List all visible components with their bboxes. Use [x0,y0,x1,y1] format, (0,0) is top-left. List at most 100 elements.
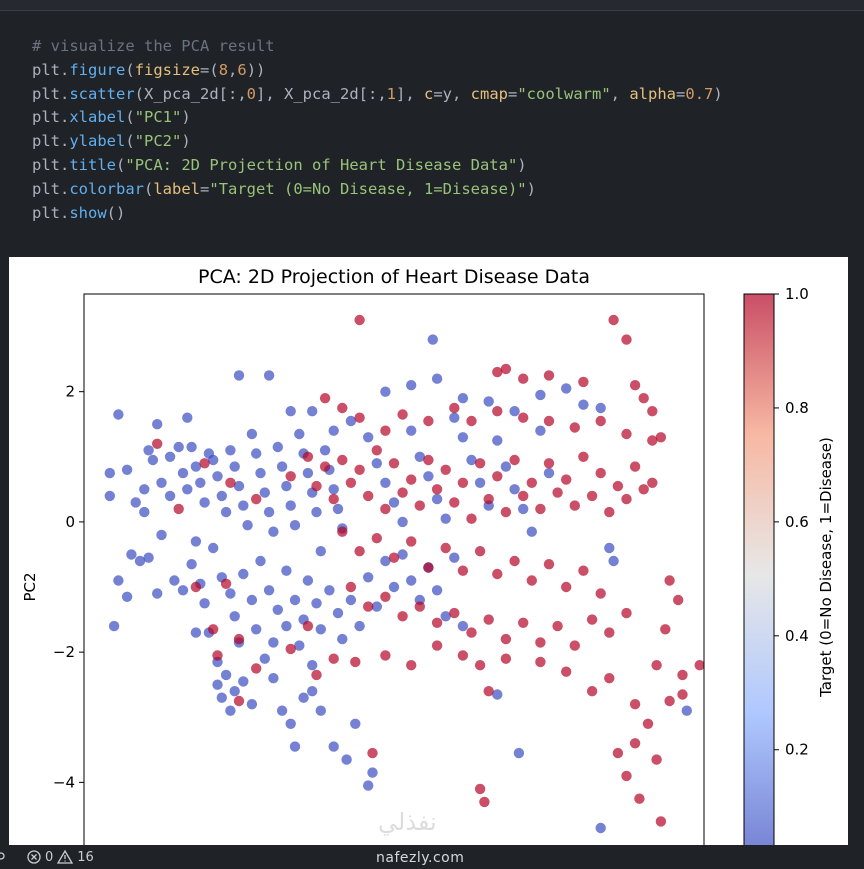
point-no-disease [363,572,374,583]
code-line[interactable]: plt.title("PCA: 2D Projection of Heart D… [32,154,723,178]
status-bar: 0 16 nafezly.com [0,845,864,869]
code-token: show [69,203,107,222]
point-no-disease [190,627,202,638]
point-no-disease [182,484,193,495]
point-disease [638,484,649,495]
point-disease [474,660,486,671]
code-token: =y, [433,84,471,103]
point-no-disease [337,633,348,645]
point-no-disease [332,607,344,619]
point-no-disease [363,780,374,791]
point-disease [492,366,503,378]
point-no-disease [177,467,189,479]
point-no-disease [509,406,520,417]
point-disease [474,546,486,557]
point-disease [595,415,606,427]
point-disease [655,432,667,443]
point-disease [569,640,580,651]
point-disease [380,503,391,515]
code-token: # visualize the PCA result [32,37,275,55]
point-no-disease [143,445,154,456]
code-token: colorbar [69,179,144,198]
point-disease [561,581,572,593]
point-no-disease [121,591,133,602]
point-no-disease [449,412,460,423]
problems-indicator[interactable]: 0 16 [26,849,94,865]
sync-icon[interactable] [0,849,8,863]
point-disease [518,373,529,384]
point-no-disease [285,718,296,729]
point-disease [552,487,563,498]
code-line[interactable]: # visualize the PCA result [32,35,723,59]
point-no-disease [307,406,318,417]
point-disease [604,506,615,518]
point-disease [569,422,580,433]
point-no-disease [173,441,184,453]
point-no-disease [195,477,206,488]
code-line[interactable]: plt.show() [32,202,723,226]
point-disease [694,660,704,671]
point-no-disease [397,549,408,560]
code-line[interactable]: plt.colorbar(label="Target (0=No Disease… [32,178,723,202]
point-no-disease [242,520,253,531]
point-disease [561,666,572,677]
code-line[interactable]: plt.scatter(X_pca_2d[:,0], X_pca_2d[:,1]… [32,83,723,107]
point-disease [285,643,296,655]
point-no-disease [311,506,322,518]
point-disease [371,533,382,544]
scatter-chart: 2 0 −2 −4 PCA: 2D Projection of Heart Disea… [21,266,835,845]
point-no-disease [113,409,124,420]
point-disease [328,653,339,664]
point-no-disease [608,555,619,567]
code-token: , [610,84,630,103]
point-disease [457,477,469,488]
code-token: 6 [237,60,247,79]
point-no-disease [328,484,339,495]
point-no-disease [449,552,460,563]
point-disease [354,314,365,326]
point-no-disease [388,581,400,593]
code-editor[interactable]: # visualize the PCA result plt.figure(fig… [32,35,723,225]
point-disease [595,588,606,599]
point-no-disease [121,464,133,475]
point-no-disease [345,415,357,427]
code-token: ( [116,155,126,174]
point-no-disease [483,396,494,407]
code-token: plt [32,60,60,79]
code-token: )) [246,60,266,79]
point-disease [483,686,494,697]
code-token: . [60,84,70,103]
code-line[interactable]: plt.ylabel("PC2") [32,130,723,154]
point-no-disease [294,428,305,440]
code-token: ( [125,108,135,127]
point-no-disease [152,419,163,430]
point-no-disease [208,542,219,554]
point-disease [621,493,632,505]
code-line[interactable]: plt.xlabel("PC1") [32,106,723,130]
point-no-disease [220,669,232,681]
point-disease [500,653,512,664]
point-disease [406,660,417,671]
warning-icon [57,849,74,864]
point-disease [526,575,537,586]
point-no-disease [272,604,283,615]
point-disease [642,718,654,729]
point-no-disease [190,536,202,547]
point-no-disease [406,380,417,391]
point-no-disease [233,480,245,492]
point-disease [500,506,512,518]
colorbar-tick-label: 0.8 [785,399,809,417]
point-disease [466,627,477,638]
point-no-disease [182,412,193,423]
point-disease [492,471,503,482]
error-icon [27,850,41,864]
point-disease [543,415,555,427]
point-disease [414,601,425,612]
error-count: 0 [45,849,54,865]
code-line[interactable]: plt.figure(figsize=(8,6)) [32,59,723,83]
code-cell[interactable]: # visualize the PCA result plt.figure(fig… [0,11,864,244]
code-token: figsize [134,60,201,79]
point-no-disease [681,705,692,716]
point-disease [492,568,503,580]
point-no-disease [298,692,309,703]
